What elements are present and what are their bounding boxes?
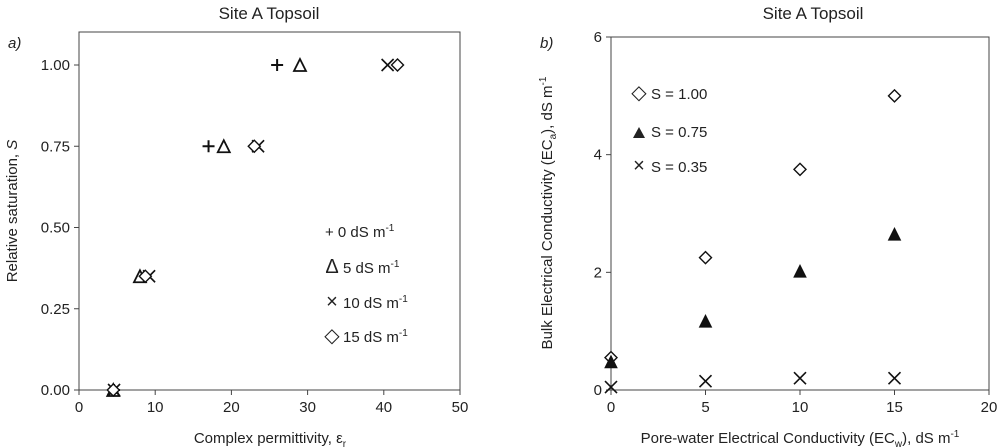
a-point-s0-1: [202, 140, 215, 153]
panel-a-plot-frame: [78, 31, 461, 391]
b-x-tick-label: 15: [886, 399, 903, 416]
b-point-s1-3: [887, 226, 902, 241]
panel-b-title: Site A Topsoil: [763, 4, 864, 23]
legend-b-s035-marker: ×: [633, 155, 645, 177]
a-y-tick-label: 1.00: [41, 57, 70, 74]
a-point-s3-2: [390, 58, 405, 72]
a-point-s3-3: [138, 269, 153, 284]
legend-a-0dS: + 0 dS m-1: [325, 223, 395, 241]
b-point-s0-3: [887, 88, 902, 103]
legend-b-s035: × S = 0.35: [633, 155, 707, 177]
panel-a-legend: + 0 dS m-1 Δ 5 dS m-1 × 10 dS m-1 ◇ 15 d…: [324, 223, 408, 347]
legend-a-15dS-marker: ◇: [324, 325, 340, 347]
a-point-s1-2: [292, 56, 308, 72]
a-point-s1-1: [216, 138, 232, 154]
a-x-tick-label: 20: [223, 399, 240, 416]
panel-b-data-marks: [604, 88, 902, 394]
legend-a-10dS: × 10 dS m-1: [326, 291, 408, 313]
a-x-tick-label: 0: [75, 399, 83, 416]
legend-b-s075-label: S = 0.75: [651, 124, 707, 141]
panel-a-axis-ticks: 0 10 20 30 40 50 0.00 0.25 0.50 0.75 1.00: [41, 57, 469, 416]
legend-a-10dS-marker: ×: [326, 291, 338, 313]
legend-b-s100-marker: ◇: [631, 82, 647, 104]
b-x-tick-label: 0: [607, 399, 615, 416]
b-y-tick-label: 4: [594, 147, 602, 164]
legend-a-15dS: ◇ 15 dS m-1: [324, 325, 408, 347]
legend-b-s075-marker: [633, 127, 645, 138]
legend-a-15dS-label: 15 dS m-1: [343, 328, 408, 346]
legend-b-s100: ◇ S = 1.00: [631, 82, 707, 104]
a-y-tick-label: 0.50: [41, 220, 70, 237]
legend-b-s035-label: S = 0.35: [651, 159, 707, 176]
legend-a-5dS: Δ 5 dS m-1: [325, 256, 400, 278]
b-point-s0-1: [698, 250, 713, 265]
b-y-tick-label: 0: [594, 382, 602, 399]
a-y-tick-label: 0.75: [41, 138, 70, 155]
legend-b-s100-label: S = 1.00: [651, 86, 707, 103]
a-x-tick-label: 40: [375, 399, 392, 416]
panel-a-x-axis-label: Complex permittivity, εr: [194, 430, 347, 447]
legend-b-s075: S = 0.75: [633, 124, 707, 141]
panel-b-scatter: Site A Topsoil b) 0 5 10 15 20 0 2 4 6 Pore-wate…: [538, 4, 997, 447]
legend-a-5dS-label: 5 dS m-1: [343, 259, 400, 277]
a-y-tick-label: 0.00: [41, 382, 70, 399]
panel-a-title: Site A Topsoil: [219, 4, 320, 23]
panel-a-y-axis-label: Relative saturation, S: [4, 140, 21, 283]
b-point-s1-0: [604, 354, 618, 369]
panel-a-label: a): [8, 35, 21, 52]
panel-b-y-axis-label: Bulk Electrical Conductivity (ECa), dS m…: [538, 76, 559, 349]
b-x-tick-label: 10: [792, 399, 809, 416]
b-point-s1-2: [793, 264, 807, 278]
b-point-s2-0: [604, 380, 618, 394]
b-point-s2-3: [887, 371, 902, 385]
panel-b-x-axis-label: Pore-water Electrical Conductivity (ECw)…: [641, 429, 960, 447]
panel-b-label: b): [540, 35, 553, 52]
legend-a-5dS-marker: Δ: [325, 256, 338, 278]
b-x-tick-label: 20: [981, 399, 998, 416]
b-point-s1-1: [698, 314, 713, 328]
b-y-tick-label: 6: [594, 29, 602, 46]
a-point-s2-2: [381, 58, 395, 72]
a-x-tick-label: 50: [452, 399, 469, 416]
b-point-s0-2: [793, 162, 807, 177]
a-point-s3-0: [106, 383, 121, 397]
panel-a-data-marks: [105, 56, 405, 397]
panel-b-axis-ticks: 0 5 10 15 20 0 2 4 6: [594, 29, 998, 416]
b-point-s2-2: [793, 371, 807, 385]
a-point-s0-2: [271, 59, 284, 71]
a-y-tick-label: 0.25: [41, 301, 70, 318]
b-y-tick-label: 2: [594, 264, 602, 281]
legend-a-10dS-label: 10 dS m-1: [343, 294, 408, 312]
b-x-tick-label: 5: [701, 399, 709, 416]
panel-a-scatter: Site A Topsoil a) 0 10 20 30 40 50 0.00 0.25 0.5…: [4, 4, 468, 447]
a-x-tick-label: 10: [147, 399, 164, 416]
a-point-s3-1: [247, 139, 262, 154]
a-x-tick-label: 30: [299, 399, 316, 416]
panel-b-legend: ◇ S = 1.00 S = 0.75 × S = 0.35: [631, 82, 707, 177]
b-point-s2-1: [698, 374, 713, 388]
